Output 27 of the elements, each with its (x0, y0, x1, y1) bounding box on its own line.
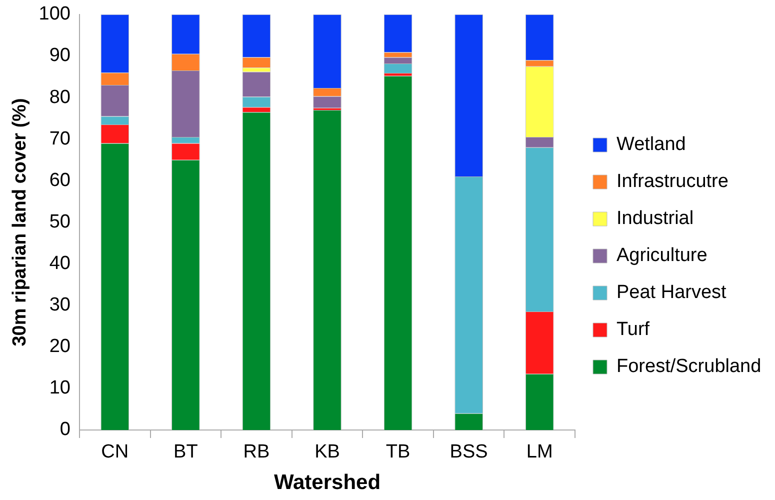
x-tick-label: TB (386, 442, 410, 463)
y-tick-label: 90 (49, 45, 70, 66)
y-tick-label: 10 (49, 378, 70, 399)
legend-label: Agriculture (616, 245, 708, 266)
y-tick-label: 70 (49, 128, 70, 150)
y-tick-label: 50 (49, 211, 70, 232)
x-tick-label: KB (314, 442, 340, 463)
x-tick-label: LM (526, 442, 553, 463)
y-axis-title: 30m riparian land cover (%) (10, 98, 31, 346)
y-tick-label: 60 (49, 170, 70, 191)
legend-label: Peat Harvest (616, 282, 728, 304)
legend-label: Turf (616, 319, 650, 340)
x-axis-title: Watershed (274, 471, 381, 494)
y-tick-label: 80 (49, 86, 70, 108)
y-tick-label: 100 (38, 4, 70, 25)
legend-label: Infrastrucutre (616, 171, 728, 192)
legend-label: Wetland (616, 134, 686, 156)
y-tick-label: 40 (49, 252, 70, 274)
x-tick-label: RB (243, 442, 270, 463)
y-tick-label: 0 (60, 419, 70, 440)
y-tick-label: 20 (49, 336, 70, 358)
x-tick-label: CN (101, 442, 129, 463)
x-tick-label: BT (174, 442, 198, 463)
legend-label: Industrial (616, 208, 694, 230)
legend-label: Forest/Scrubland (616, 356, 762, 378)
y-tick-label: 30 (49, 294, 70, 316)
x-tick-label: BSS (450, 442, 488, 463)
